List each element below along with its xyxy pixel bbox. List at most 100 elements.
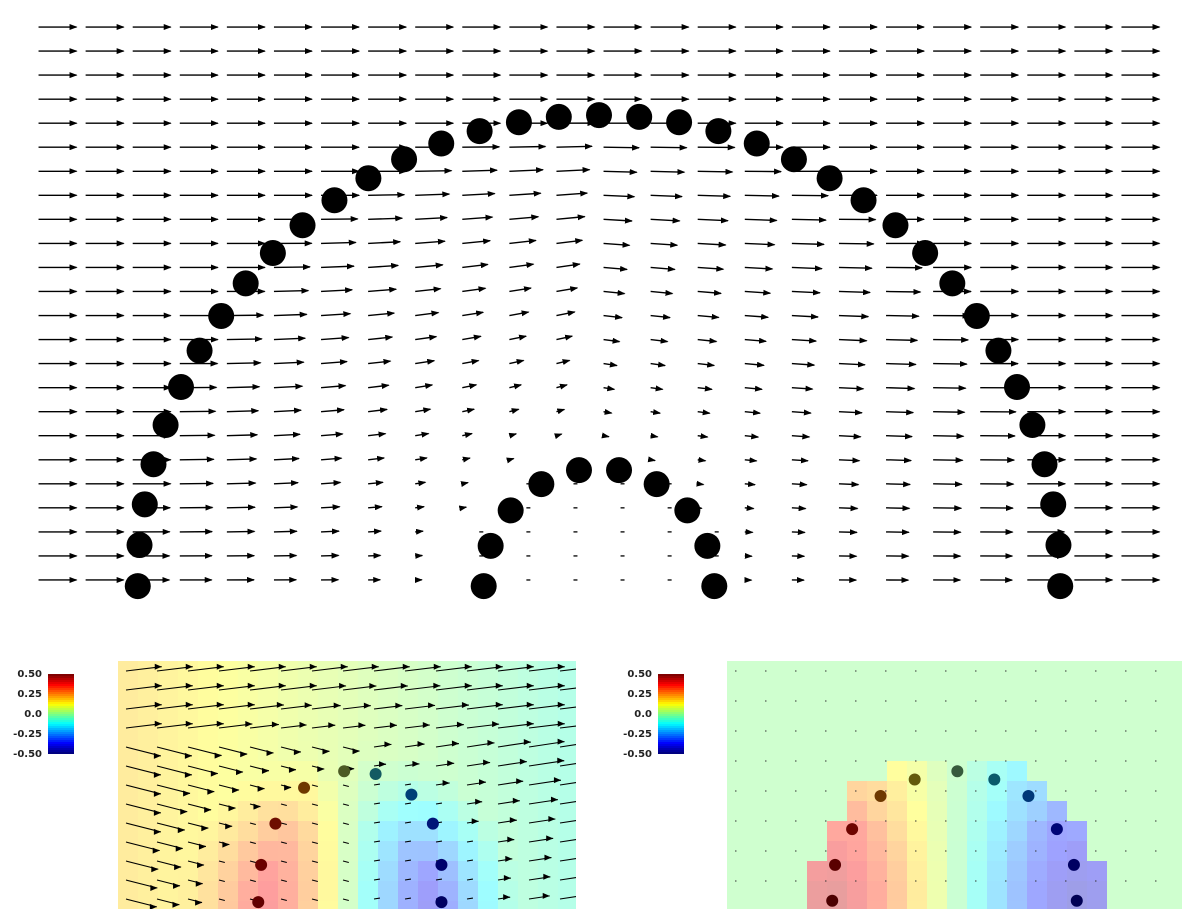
- heatmap-cell: [538, 661, 558, 681]
- heatmap-cell: [1087, 741, 1107, 761]
- heatmap-cell: [1007, 821, 1027, 841]
- vector-arrow: [556, 238, 584, 245]
- heatmap-cell: [747, 841, 767, 861]
- heatmap-cell: [558, 901, 576, 909]
- heatmap-cell: [178, 761, 198, 781]
- vector-arrow: [321, 239, 357, 246]
- vector-arrow: [415, 504, 426, 511]
- vector-arrow: [321, 287, 354, 294]
- vector-arrow: [603, 193, 636, 200]
- vector-arrow: [273, 359, 305, 366]
- heatmap-cell: [198, 881, 218, 901]
- heatmap-cell: [158, 821, 178, 841]
- heatmap-cell: [787, 841, 807, 861]
- heatmap-cell: [538, 841, 558, 861]
- bead: [208, 302, 235, 329]
- vector-arrow: [311, 784, 318, 788]
- heatmap-cell: [458, 781, 478, 801]
- vector-arrow: [368, 215, 404, 222]
- bead: [405, 788, 418, 801]
- bead: [846, 823, 859, 836]
- heatmap-cell: [1087, 821, 1107, 841]
- bead: [269, 817, 282, 830]
- heatmap-cell: [338, 781, 358, 801]
- heatmap-cell: [947, 781, 967, 801]
- heatmap-cell: [438, 821, 458, 841]
- heatmap-cell: [338, 881, 358, 901]
- vector-arrow: [320, 407, 345, 414]
- vector-arrow: [311, 803, 318, 807]
- heatmap-cell: [787, 761, 807, 781]
- arrow-head: [475, 798, 483, 805]
- arrow-head: [195, 899, 203, 906]
- colorbar-gradient: [48, 674, 74, 755]
- heatmap-cell: [198, 861, 218, 881]
- heatmap-cell: [1107, 821, 1127, 841]
- vector-arrow: [509, 143, 547, 150]
- vector-arrow: [556, 383, 568, 390]
- vector-arrow: [218, 879, 225, 883]
- heatmap-cell: [398, 801, 418, 821]
- vector-arrow: [509, 238, 537, 245]
- heatmap-cell: [418, 781, 438, 801]
- heatmap-cell: [1127, 901, 1147, 909]
- vector-arrow: [650, 217, 681, 224]
- heatmap-cell: [847, 741, 867, 761]
- heatmap-cell: [927, 661, 947, 681]
- heatmap-cell: [947, 861, 967, 881]
- heatmap-cell: [178, 841, 198, 861]
- heatmap-cell: [378, 721, 398, 741]
- heatmap-cell: [538, 781, 558, 801]
- arrow-head: [247, 663, 255, 670]
- heatmap-cell: [558, 861, 576, 881]
- heatmap-cell: [558, 881, 576, 901]
- heatmap-cell: [118, 841, 138, 861]
- arrow-head: [352, 748, 360, 755]
- heatmap-cell: [987, 881, 1007, 901]
- heatmap-cell: [258, 681, 278, 701]
- heatmap-cell: [1067, 881, 1087, 901]
- arrow-head: [512, 797, 520, 804]
- colorbar-tick-label: 0.0: [24, 709, 42, 720]
- heatmap-cell: [847, 881, 867, 901]
- bead: [874, 790, 887, 803]
- vector-arrow: [226, 480, 257, 487]
- arrow-head: [433, 682, 441, 689]
- heatmap-cell: [518, 821, 538, 841]
- heatmap-cell: [198, 821, 218, 841]
- heatmap-cell: [1027, 761, 1047, 781]
- vector-arrow: [603, 144, 641, 151]
- heatmap-cell: [558, 821, 576, 841]
- heatmap-cell: [1167, 801, 1182, 821]
- arrow-head: [245, 720, 253, 727]
- vector-arrow: [462, 456, 471, 463]
- arrow-head: [216, 701, 224, 708]
- heatmap-cell: [218, 861, 238, 881]
- heatmap-cell: [278, 721, 298, 741]
- heatmap-cell: [887, 701, 907, 721]
- heatmap-cell: [1087, 901, 1107, 909]
- vector-arrow: [462, 358, 480, 365]
- colorbar-tick-label: 0.25: [17, 689, 42, 700]
- heatmap-cell: [727, 881, 747, 901]
- arrow-head: [544, 854, 552, 861]
- vector-arrow: [226, 407, 260, 414]
- bead: [186, 337, 213, 364]
- heatmap-cell: [258, 841, 278, 861]
- heatmap-cell: [318, 881, 338, 901]
- arrow-head: [557, 663, 565, 670]
- vector-arrow: [462, 407, 476, 414]
- heatmap-cell: [907, 741, 927, 761]
- arrow-head: [389, 722, 397, 729]
- heatmap-cell: [158, 741, 178, 761]
- vector-arrow: [368, 383, 390, 390]
- heatmap-cell: [967, 901, 987, 909]
- arrow-head: [557, 757, 565, 764]
- heatmap-cell: [747, 781, 767, 801]
- heatmap-cell: [1147, 881, 1167, 901]
- arrow-head: [379, 761, 387, 768]
- heatmap-cell: [458, 841, 478, 861]
- vector-arrow: [462, 190, 496, 197]
- heatmap-cell: [1127, 821, 1147, 841]
- bead: [1045, 532, 1072, 559]
